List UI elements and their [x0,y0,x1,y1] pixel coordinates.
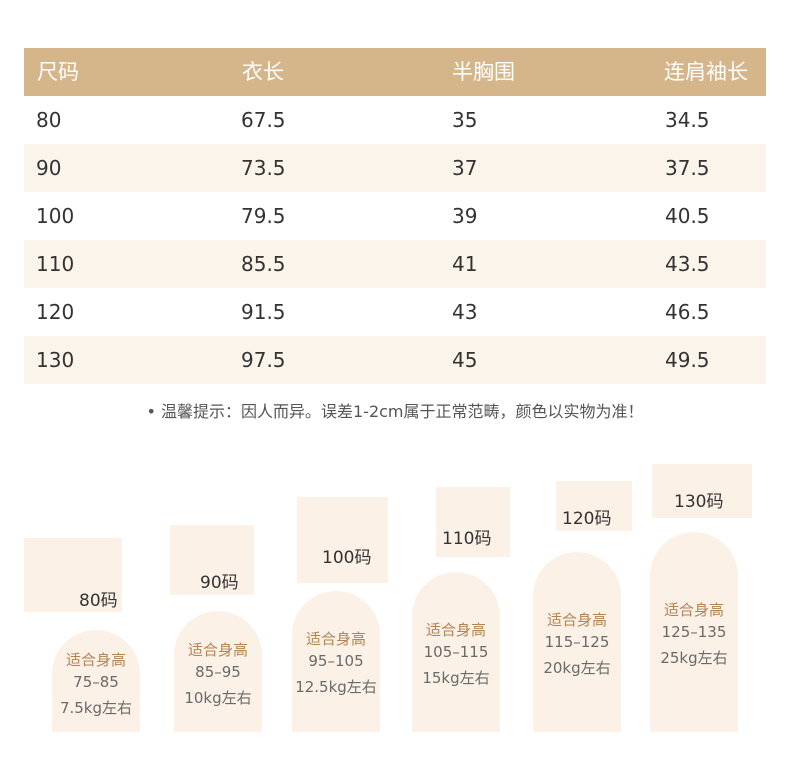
bar-suit-label: 适合身高 [187,641,248,659]
size-tag-label: 120码 [562,509,612,529]
cell-size: 100 [36,204,75,228]
cell-half-chest: 41 [452,252,478,276]
bar-weight: 25kg左右 [660,649,728,667]
bar-height-range: 105–115 [423,643,489,661]
size-tag-label: 130码 [674,492,724,512]
size-tag-label: 80码 [79,591,118,611]
table-row: 110 85.5 41 43.5 [24,240,766,288]
table-row: 90 73.5 37 37.5 [24,144,766,192]
table-row: 120 91.5 43 46.5 [24,288,766,336]
bar-suit-label: 适合身高 [65,651,126,669]
bar-weight: 15kg左右 [422,669,490,687]
size-tag-label: 110码 [442,529,492,549]
tip-note: • 温馨提示：因人而异。误差1-2cm属于正常范畴，颜色以实物为准！ [146,402,644,421]
size-tag-80: 80码 [24,538,122,612]
bar-weight: 10kg左右 [184,689,252,707]
size-tag-100: 100码 [297,497,388,583]
cell-sleeve-length: 46.5 [665,300,710,324]
height-bar-90: 适合身高 85–95 10kg左右 [174,611,262,732]
bar-suit-label: 适合身高 [425,621,486,639]
table-header: 尺码 衣长 半胸围 连肩袖长 [24,48,766,96]
height-bar-120: 适合身高 115–125 20kg左右 [533,552,621,732]
cell-size: 90 [36,156,62,180]
cell-length: 91.5 [241,300,286,324]
bar-suit-label: 适合身高 [546,611,607,629]
cell-half-chest: 39 [452,204,478,228]
table-row: 100 79.5 39 40.5 [24,192,766,240]
height-bar-130: 适合身高 125–135 25kg左右 [650,532,738,732]
bar-height-range: 75–85 [73,673,119,691]
bar-weight: 7.5kg左右 [59,699,133,717]
size-tag-label: 90码 [200,573,239,593]
cell-length: 85.5 [241,252,286,276]
size-table: 尺码 衣长 半胸围 连肩袖长 80 67.5 35 34.5 90 73.5 3… [24,48,766,384]
cell-length: 79.5 [241,204,286,228]
bar-height-range: 85–95 [195,663,241,681]
bar-suit-label: 适合身高 [663,601,724,619]
cell-length: 97.5 [241,348,286,372]
bar-height-range: 125–135 [661,623,727,641]
header-sleeve-length: 连肩袖长 [664,60,748,84]
header-size: 尺码 [37,60,79,84]
cell-half-chest: 35 [452,108,478,132]
cell-length: 67.5 [241,108,286,132]
cell-size: 130 [36,348,75,372]
header-half-chest: 半胸围 [452,60,515,84]
header-length: 衣长 [242,60,284,84]
bar-weight: 20kg左右 [543,659,611,677]
cell-half-chest: 37 [452,156,478,180]
size-tag-90: 90码 [170,525,254,595]
bar-suit-label: 适合身高 [305,630,366,648]
cell-sleeve-length: 49.5 [665,348,710,372]
cell-half-chest: 43 [452,300,478,324]
cell-length: 73.5 [241,156,286,180]
size-tag-130: 130码 [652,464,752,518]
size-tag-label: 100码 [322,548,372,568]
cell-sleeve-length: 40.5 [665,204,710,228]
cell-size: 80 [36,108,62,132]
height-bar-100: 适合身高 95–105 12.5kg左右 [292,591,380,732]
size-tag-110: 110码 [436,487,510,557]
cell-sleeve-length: 34.5 [665,108,710,132]
cell-size: 110 [36,252,75,276]
cell-half-chest: 45 [452,348,478,372]
cell-size: 120 [36,300,75,324]
table-row: 130 97.5 45 49.5 [24,336,766,384]
cell-sleeve-length: 37.5 [665,156,710,180]
cell-sleeve-length: 43.5 [665,252,710,276]
height-bar-80: 适合身高 75–85 7.5kg左右 [52,630,140,732]
size-tag-120: 120码 [556,481,632,531]
bar-weight: 12.5kg左右 [295,678,377,696]
table-row: 80 67.5 35 34.5 [24,96,766,144]
bar-height-range: 115–125 [544,633,610,651]
bar-height-range: 95–105 [308,652,364,670]
height-bar-110: 适合身高 105–115 15kg左右 [412,572,500,732]
